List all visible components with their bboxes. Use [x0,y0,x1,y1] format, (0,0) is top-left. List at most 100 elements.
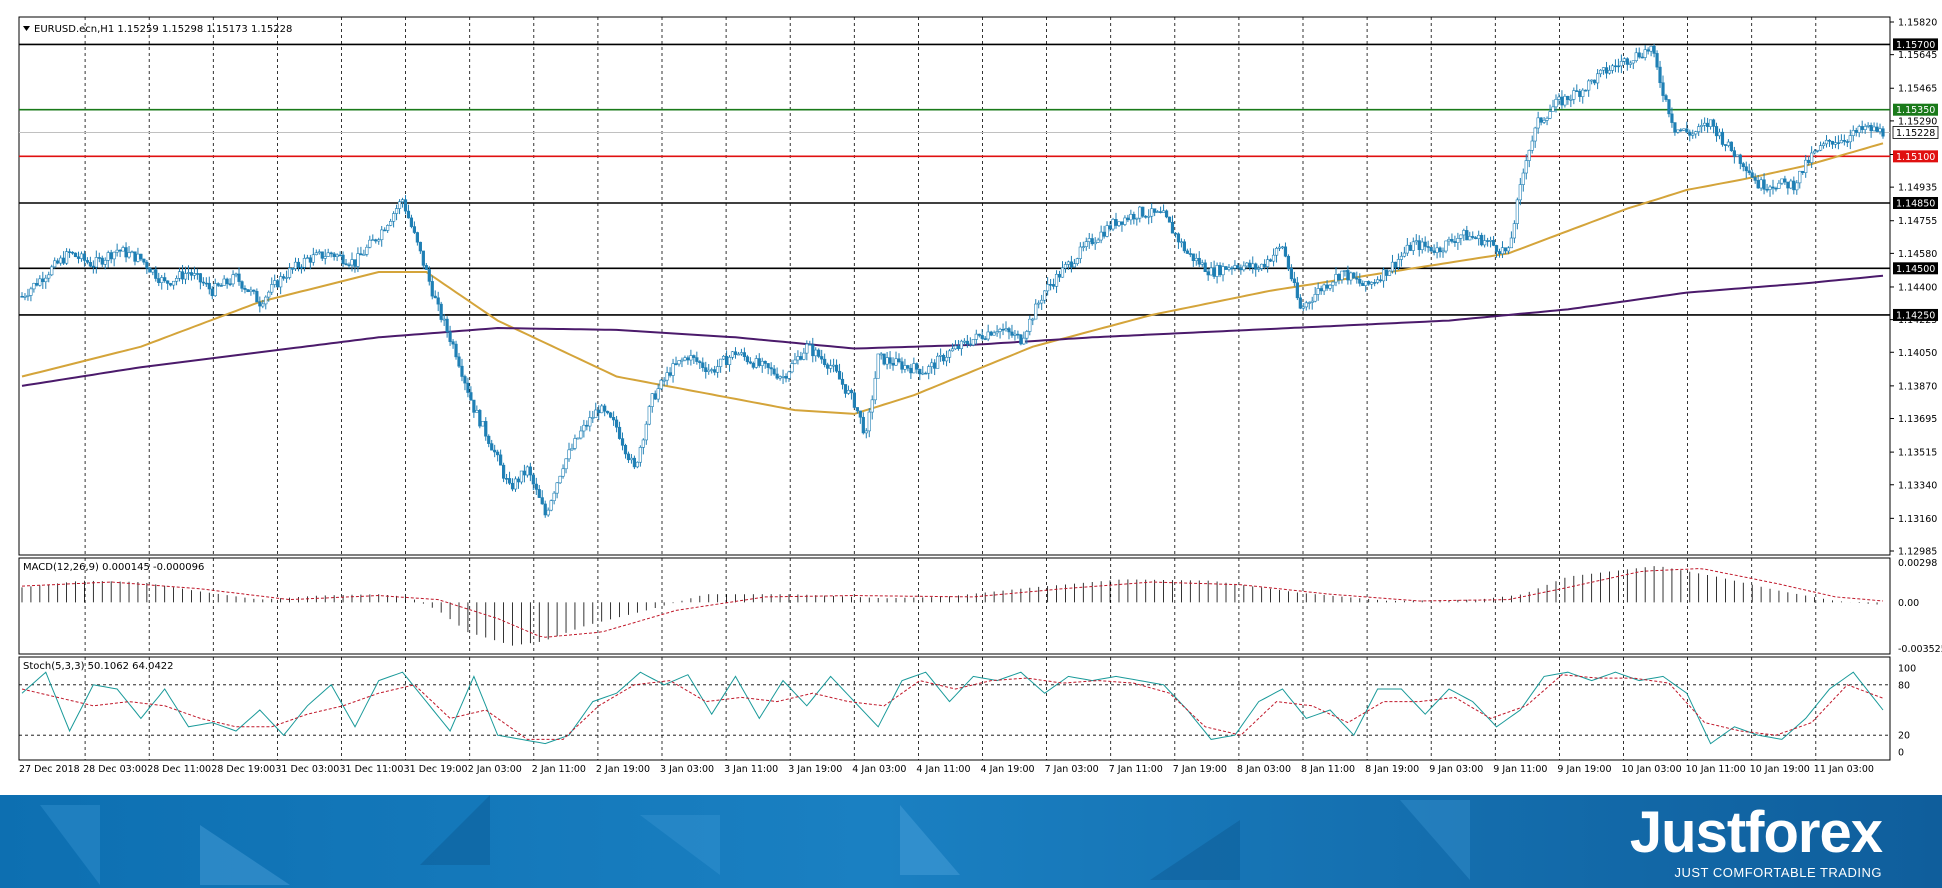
candle-bear [1019,334,1023,345]
candle-bear [623,445,628,455]
candle-bull [1649,45,1653,52]
candle-bear [1170,221,1175,234]
candle-bear [1616,65,1621,68]
candle-bull [1824,139,1829,145]
candle-bear [1167,216,1172,223]
candle-bear [626,453,631,461]
candle-bull [1340,270,1344,280]
macd-indicator: 0.00298 0.00 -0.003525 [21,558,1942,655]
moving-average-line [21,142,1884,415]
candle-bull [231,274,235,285]
candle-bear [1807,159,1811,163]
candle-bear [1723,144,1728,146]
candle-bull [1156,211,1160,213]
candle-bull [1643,49,1647,58]
candle-bear [882,353,886,365]
candle-bear [427,269,431,282]
candle-bear [1393,261,1398,268]
candle-bull [475,410,479,413]
candle-bear [433,295,437,299]
candle-bull [656,388,660,400]
candle-bull [950,348,955,352]
time-tick-label: 4 Jan 03:00 [852,764,906,775]
candle-bull [971,339,975,346]
candle-bull [778,376,782,379]
candle-bear [243,288,247,290]
candle-bear [246,289,250,292]
candle-bull [121,247,125,252]
candle-bull [1399,255,1403,260]
candle-bear [163,277,167,282]
candle-bear [1450,239,1454,242]
candle-bull [213,283,217,297]
candle-bull [1619,61,1623,67]
candle-bull [641,439,645,448]
candle-bear [766,363,770,368]
candle-bull [1697,126,1701,132]
candle-bull [1316,288,1320,295]
candle-bear [484,421,488,437]
candle-bear [1658,66,1662,84]
candle-bear [338,254,342,257]
candle-bull [1063,264,1068,269]
candle-bear [617,426,622,439]
candle-bear [632,457,637,468]
candle-bull [1878,128,1882,132]
macd-tick-label: 0.00 [1898,598,1919,609]
candle-bear [76,256,81,259]
candle-bear [198,273,202,283]
candle-bull [1028,318,1032,332]
candle-bear [1842,139,1846,142]
candle-bear [457,356,461,367]
candle-bear [1792,180,1796,191]
candle-bear [1007,328,1011,333]
candle-bull [1227,267,1231,270]
candle-bear [204,282,208,285]
candle-bull [1694,131,1698,135]
candle-bear [956,345,961,349]
time-tick-label: 7 Jan 03:00 [1045,764,1099,775]
candle-bear [1491,240,1496,246]
candle-bull [1364,281,1368,286]
time-tick-label: 28 Dec 03:00 [83,764,147,775]
time-tick-label: 3 Jan 03:00 [660,764,714,775]
candle-bull [335,254,339,257]
time-tick-label: 7 Jan 11:00 [1109,764,1163,775]
candle-bull [1209,267,1213,276]
candle-bear [522,470,527,476]
candle-bear [1673,122,1677,133]
candle-bull [707,369,711,372]
candle-bull [903,365,907,370]
candle-bull [1221,266,1225,276]
candle-bear [653,393,657,400]
candle-bear [698,361,702,364]
candle-bull [279,276,283,288]
candle-bull [1034,303,1038,320]
candle-bull [177,271,182,279]
candle-bull [130,251,134,254]
collapse-triangle-icon[interactable] [23,26,30,31]
candle-bear [445,318,449,333]
candle-bull [1691,133,1695,136]
candle-bull [671,363,675,376]
candle-bull [1129,213,1133,221]
candle-bull [1274,248,1279,256]
candle-bull [50,266,54,276]
candle-bear [487,435,491,444]
candle-bear [1836,142,1841,144]
horizontal-levels [19,43,1890,316]
candle-bull [47,274,51,279]
candle-bear [290,268,295,270]
price-tick-label: 1.15645 [1898,50,1937,61]
candle-bear [811,344,815,357]
candle-bull [1634,52,1638,61]
time-tick-label: 10 Jan 19:00 [1750,764,1810,775]
candle-bull [912,363,916,374]
candle-bull [953,345,958,350]
candle-bear [1438,247,1442,253]
candle-bear [148,267,152,273]
candle-bull [552,492,556,502]
candle-bear [724,355,729,365]
candle-bull [927,366,931,374]
candle-bear [837,370,842,380]
